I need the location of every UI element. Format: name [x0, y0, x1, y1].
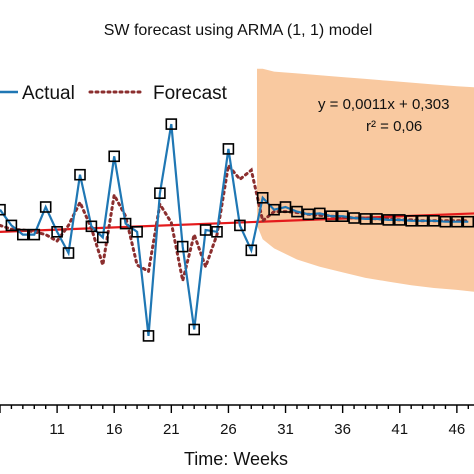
legend-forecast-label: Forecast [153, 83, 228, 104]
actual-point-marker [39, 201, 52, 213]
actual-point-marker [154, 187, 166, 199]
actual-point-marker [462, 215, 474, 228]
actual-point-marker [62, 247, 75, 259]
actual-point-marker [211, 226, 223, 238]
actual-point-marker [74, 168, 86, 181]
actual-point-marker [222, 143, 235, 155]
actual-point-marker [428, 215, 440, 227]
x-tick-label: 21 [163, 421, 180, 438]
actual-point-marker [279, 201, 292, 213]
actual-point-marker [176, 240, 189, 253]
actual-point-marker [291, 205, 303, 218]
confidence-band [257, 68, 474, 292]
actual-point-marker [5, 219, 18, 232]
trend-r-squared: r² = 0,06 [366, 118, 422, 135]
chart-title: SW forecast using ARMA (1, 1) model [104, 22, 373, 39]
confidence-band-layer [257, 68, 474, 292]
actual-point-marker [336, 210, 349, 222]
actual-point-marker [131, 226, 143, 238]
actual-point-marker [416, 215, 429, 227]
x-tick-label: 11 [49, 421, 65, 438]
actual-point-marker [199, 224, 212, 236]
x-tick-label: 26 [220, 421, 237, 438]
x-tick-label: 16 [106, 421, 123, 438]
actual-point-marker [165, 118, 178, 130]
x-tick-label: 31 [277, 421, 294, 438]
actual-point-marker [142, 330, 155, 342]
x-tick-label: 46 [449, 421, 466, 438]
legend: Actual Forecast [0, 83, 228, 104]
actual-point-marker [256, 192, 269, 204]
actual-point-marker [325, 210, 338, 222]
actual-point-marker [405, 215, 418, 227]
actual-point-marker [108, 150, 120, 163]
actual-point-marker [359, 213, 372, 225]
x-axis-label: Time: Weeks [184, 449, 288, 469]
actual-point-marker [245, 244, 258, 257]
x-tick-label: 36 [334, 421, 351, 438]
actual-point-marker [119, 217, 132, 230]
legend-actual-label: Actual [22, 83, 75, 104]
actual-point-marker [188, 323, 200, 336]
series-layer [0, 118, 474, 342]
x-axis: 11 16 21 26 31 36 41 46 [0, 404, 474, 438]
actual-point-marker [382, 214, 395, 226]
actual-point-marker [28, 228, 41, 241]
actual-point-marker [234, 219, 246, 232]
actual-point-marker [439, 215, 452, 228]
x-tick-label: 41 [391, 421, 408, 438]
actual-series-line [0, 123, 469, 337]
actual-point-marker [0, 203, 6, 216]
actual-point-marker [371, 213, 383, 225]
actual-point-marker [16, 228, 29, 241]
actual-point-marker [85, 220, 98, 233]
actual-point-marker [451, 215, 463, 228]
trend-equation: y = 0,0011x + 0,303 [318, 96, 450, 113]
actual-point-marker [302, 208, 315, 221]
actual-point-marker [51, 226, 63, 238]
actual-point-marker [348, 212, 360, 224]
actual-point-marker [393, 214, 406, 226]
actual-point-marker [97, 231, 109, 244]
actual-point-marker [313, 207, 326, 220]
actual-point-marker [268, 203, 280, 216]
